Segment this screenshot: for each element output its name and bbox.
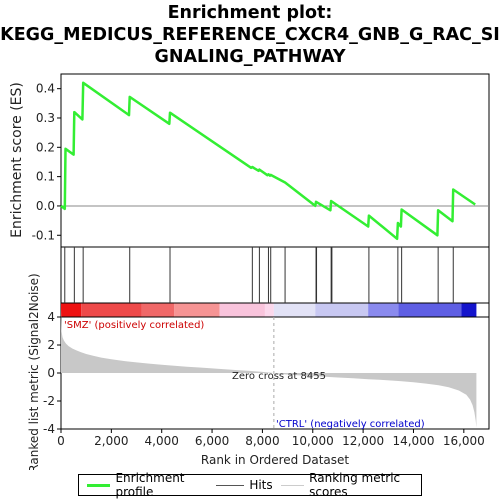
legend-swatch-hits bbox=[216, 484, 245, 486]
x-tick-label: 14,000 bbox=[392, 434, 434, 448]
enrichment-profile-series bbox=[60, 81, 476, 241]
rank-color-strip bbox=[61, 303, 477, 317]
x-tick-label: 6,000 bbox=[195, 434, 229, 448]
chart-title-line-1: Enrichment plot: bbox=[167, 3, 333, 23]
x-axis-label: Rank in Ordered Dataset bbox=[201, 453, 349, 467]
metric-y-axis-label: Ranked list metric (Signal2Noise) bbox=[27, 273, 41, 470]
legend-label-enrichment: Enrichment profile bbox=[115, 471, 185, 499]
legend-swatch-ranking bbox=[280, 484, 305, 486]
metric-y-tick-label: 2 bbox=[47, 338, 55, 352]
positive-correlation-label: 'SMZ' (positively correlated) bbox=[64, 320, 204, 331]
legend: Enrichment profile Hits Ranking metric s… bbox=[78, 471, 422, 499]
x-tick-label: 10,000 bbox=[292, 434, 334, 448]
es-y-tick-label: 0.4 bbox=[36, 82, 55, 96]
enrichment-plot: -0.1 0.0 0.1 0.2 0.3 0.4 -4 -2 0 2 4 0 2,000 4,000 6… bbox=[9, 73, 490, 470]
x-tick-label: 4,000 bbox=[145, 434, 179, 448]
es-y-tick-label: 0.2 bbox=[36, 140, 55, 154]
x-tick-label: 12,000 bbox=[342, 434, 384, 448]
es-panel-frame bbox=[60, 73, 490, 248]
es-y-tick-label: 0.3 bbox=[36, 111, 55, 125]
legend-item-hits: Hits bbox=[216, 478, 273, 492]
es-y-axis-label: Enrichment score (ES) bbox=[9, 82, 25, 238]
rank-strip-segment bbox=[61, 303, 82, 317]
rank-strip-segment bbox=[315, 303, 369, 317]
legend-swatch-enrichment bbox=[87, 483, 111, 487]
hits-panel-frame bbox=[60, 246, 490, 304]
enrichment-profile-line bbox=[60, 81, 476, 241]
x-tick-label: 0 bbox=[57, 434, 65, 448]
rank-strip-segment bbox=[398, 303, 462, 317]
es-y-axis: -0.1 0.0 0.1 0.2 0.3 0.4 bbox=[32, 82, 61, 242]
rank-strip-segment bbox=[368, 303, 399, 317]
legend-label-hits: Hits bbox=[249, 478, 273, 492]
chart-title: Enrichment plot: KEGG_MEDICUS_REFERENCE_… bbox=[0, 2, 500, 68]
rank-strip-segment bbox=[81, 303, 142, 317]
metric-y-tick-label: -2 bbox=[43, 394, 55, 408]
rank-strip-segment bbox=[219, 303, 265, 317]
metric-y-tick-label: -4 bbox=[43, 422, 55, 436]
x-tick-label: 8,000 bbox=[245, 434, 279, 448]
hit-barcode bbox=[64, 247, 454, 303]
es-y-tick-label: 0.1 bbox=[36, 170, 55, 184]
rank-strip-segment bbox=[461, 303, 477, 317]
rank-strip-segment bbox=[273, 303, 316, 317]
rank-strip-segment bbox=[141, 303, 175, 317]
rank-x-axis: 0 2,000 4,000 6,000 8,000 10,000 12,000 14,000 1… bbox=[57, 429, 485, 448]
chart-title-line-3: GNALING_PATHWAY bbox=[154, 47, 346, 67]
es-y-tick-label: 0.0 bbox=[36, 199, 55, 213]
metric-y-tick-label: 0 bbox=[47, 366, 55, 380]
rank-strip-segment bbox=[264, 303, 274, 317]
zero-cross-label: Zero cross at 8455 bbox=[232, 371, 326, 382]
metric-y-axis: -4 -2 0 2 4 bbox=[43, 310, 61, 436]
metric-y-tick-label: 4 bbox=[47, 310, 55, 324]
legend-label-ranking: Ranking metric scores bbox=[309, 471, 401, 499]
legend-item-enrichment: Enrichment profile bbox=[87, 471, 208, 499]
legend-item-ranking: Ranking metric scores bbox=[280, 471, 421, 499]
negative-correlation-label: 'CTRL' (negatively correlated) bbox=[276, 419, 425, 430]
rank-strip-segment bbox=[174, 303, 220, 317]
x-tick-label: 2,000 bbox=[94, 434, 128, 448]
chart-title-line-2: KEGG_MEDICUS_REFERENCE_CXCR4_GNB_G_RAC_S… bbox=[0, 25, 500, 45]
ranked-metric-series bbox=[61, 308, 477, 428]
x-tick-label: 16,000 bbox=[443, 434, 485, 448]
es-y-tick-label: -0.1 bbox=[32, 228, 55, 242]
ranked-metric-area bbox=[61, 308, 477, 428]
